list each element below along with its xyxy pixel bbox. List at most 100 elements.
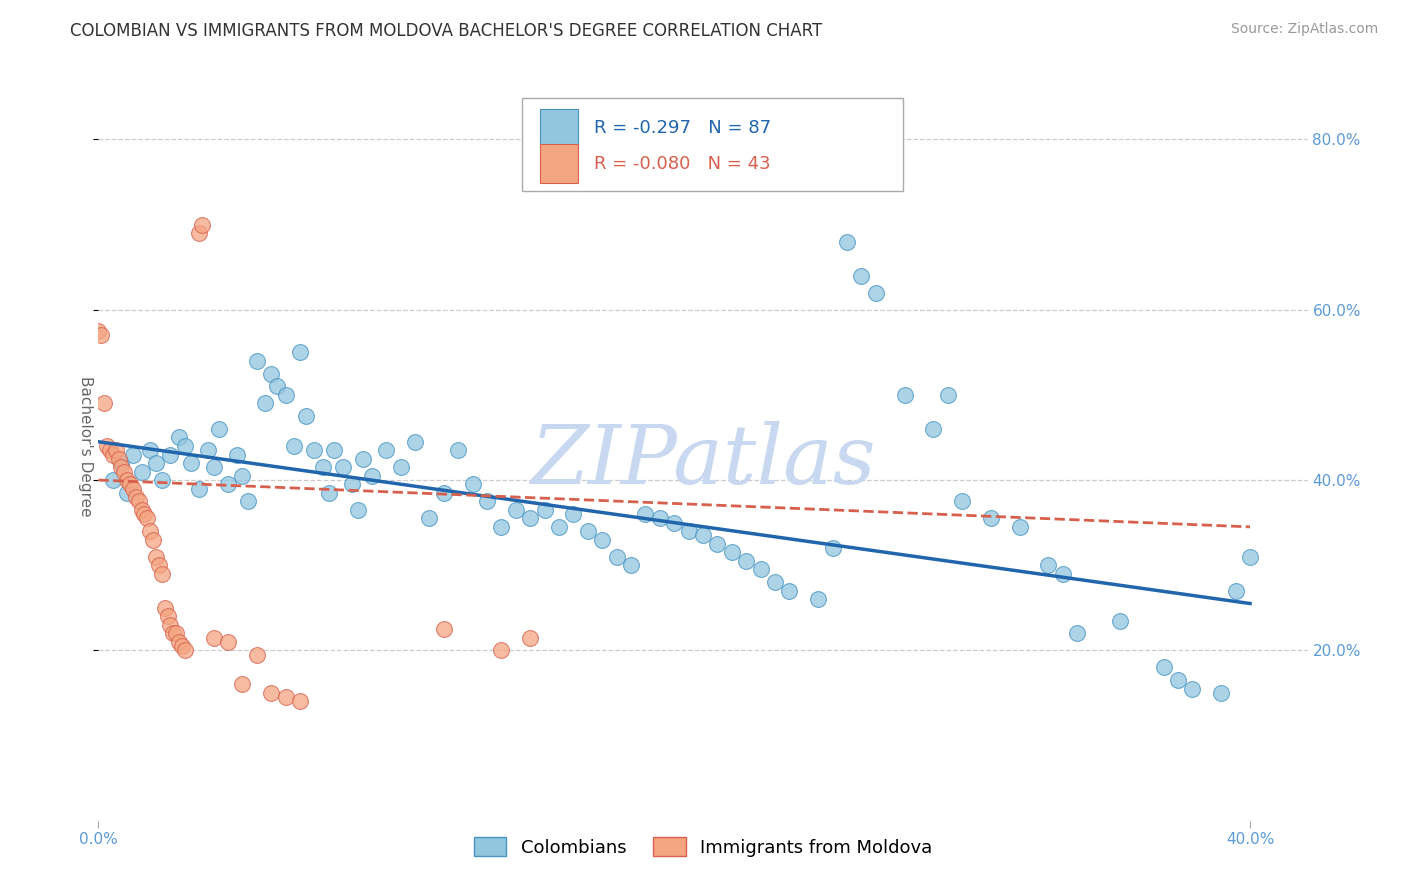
Point: [236, 494, 259, 508]
Point: [288, 345, 311, 359]
Point: [173, 439, 195, 453]
Point: [304, 443, 326, 458]
Point: [1225, 583, 1247, 598]
Point: [1109, 614, 1132, 628]
Point: [274, 690, 297, 705]
Point: [634, 507, 657, 521]
Point: [125, 490, 148, 504]
Point: [159, 617, 181, 632]
Point: [98, 443, 121, 458]
Point: [548, 520, 571, 534]
Point: [217, 635, 239, 649]
Point: [274, 388, 297, 402]
Point: [1052, 566, 1074, 581]
Point: [131, 465, 153, 479]
Point: [115, 473, 138, 487]
Point: [260, 686, 283, 700]
Point: [202, 460, 225, 475]
Point: [778, 583, 800, 598]
Point: [167, 635, 190, 649]
FancyBboxPatch shape: [540, 109, 578, 148]
Point: [323, 443, 346, 458]
Point: [980, 511, 1002, 525]
Point: [131, 503, 153, 517]
Point: [519, 511, 541, 525]
Point: [134, 507, 156, 521]
Point: [361, 468, 384, 483]
Point: [735, 554, 758, 568]
Point: [246, 354, 269, 368]
Point: [418, 511, 440, 525]
Point: [606, 549, 628, 564]
Point: [620, 558, 643, 573]
Point: [225, 448, 247, 462]
Point: [835, 235, 858, 249]
Point: [576, 524, 599, 538]
Point: [591, 533, 613, 547]
Point: [153, 600, 176, 615]
Point: [352, 451, 374, 466]
Point: [404, 434, 426, 449]
Point: [375, 443, 398, 458]
Point: [167, 430, 190, 444]
Point: [188, 226, 211, 240]
Point: [145, 549, 167, 564]
Point: [288, 694, 311, 708]
Y-axis label: Bachelor's Degree: Bachelor's Degree: [77, 376, 93, 516]
Text: COLOMBIAN VS IMMIGRANTS FROM MOLDOVA BACHELOR'S DEGREE CORRELATION CHART: COLOMBIAN VS IMMIGRANTS FROM MOLDOVA BAC…: [70, 22, 823, 40]
Point: [433, 485, 456, 500]
Point: [93, 396, 115, 410]
Point: [191, 218, 214, 232]
Point: [294, 409, 316, 424]
Point: [197, 443, 219, 458]
Text: ZIPatlas: ZIPatlas: [530, 421, 876, 501]
Point: [821, 541, 844, 556]
Point: [936, 388, 959, 402]
Point: [217, 477, 239, 491]
Point: [110, 460, 132, 475]
Point: [266, 379, 288, 393]
Point: [491, 643, 513, 657]
Point: [475, 494, 498, 508]
Point: [664, 516, 686, 530]
Point: [461, 477, 484, 491]
Point: [1038, 558, 1060, 573]
Point: [139, 443, 162, 458]
Point: [165, 626, 187, 640]
Point: [150, 566, 173, 581]
Point: [749, 562, 772, 576]
Point: [246, 648, 269, 662]
Point: [922, 422, 945, 436]
Point: [101, 448, 124, 462]
Point: [1211, 686, 1233, 700]
Point: [318, 485, 340, 500]
Point: [112, 465, 135, 479]
Point: [1181, 681, 1204, 696]
Point: [156, 609, 179, 624]
Point: [148, 558, 170, 573]
Point: [188, 482, 211, 496]
Point: [110, 456, 132, 470]
Point: [533, 503, 555, 517]
Point: [122, 448, 145, 462]
Point: [807, 592, 830, 607]
Point: [346, 503, 368, 517]
Point: [260, 367, 283, 381]
Point: [96, 439, 118, 453]
Point: [447, 443, 470, 458]
Point: [1008, 520, 1031, 534]
FancyBboxPatch shape: [540, 144, 578, 183]
Point: [332, 460, 354, 475]
Point: [865, 285, 887, 300]
Point: [389, 460, 412, 475]
Point: [893, 388, 915, 402]
Point: [87, 324, 110, 338]
FancyBboxPatch shape: [522, 97, 903, 191]
Point: [950, 494, 973, 508]
Point: [433, 622, 456, 636]
Point: [107, 451, 129, 466]
Point: [150, 473, 173, 487]
Point: [120, 477, 142, 491]
Point: [851, 268, 873, 283]
Text: R = -0.080   N = 43: R = -0.080 N = 43: [595, 154, 770, 172]
